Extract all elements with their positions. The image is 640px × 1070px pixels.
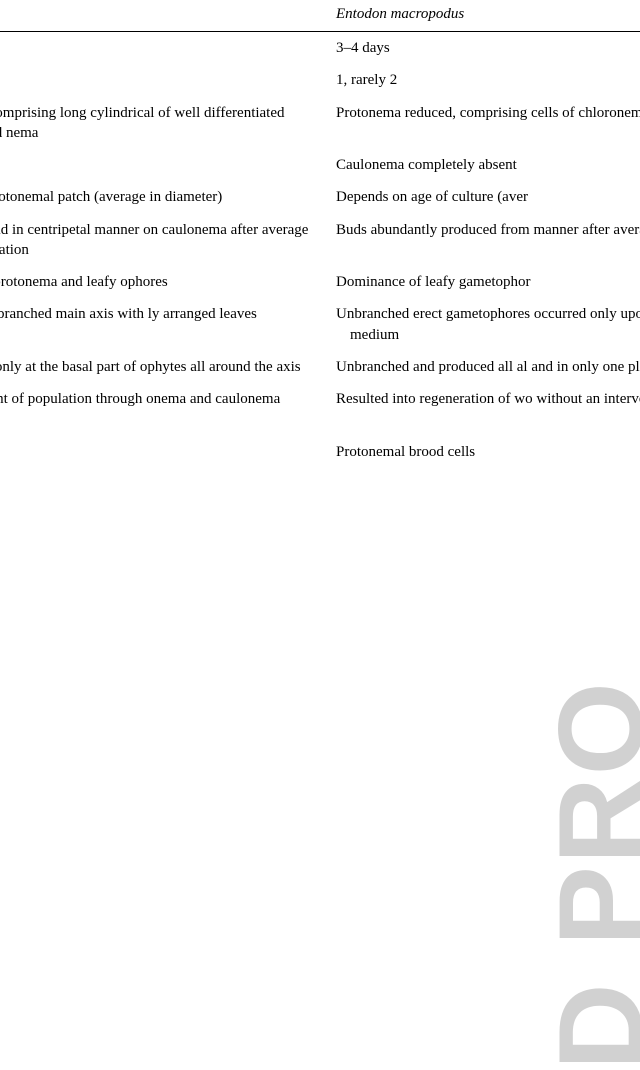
cell: Caulonema completely absent xyxy=(336,155,640,175)
table-row: in perfect rings and in centripetal mann… xyxy=(0,214,640,267)
watermark-text: D PRO xyxy=(532,680,640,1070)
cell: Unbranched erect gametophores occurred o… xyxy=(336,304,640,345)
cell: in perfect rings and in centripetal mann… xyxy=(0,220,312,261)
table-row: ve protonemata comprising long cylindric… xyxy=(0,97,640,150)
table-row: Caulonema completely absent xyxy=(0,149,640,181)
table-row: tiated as erect, unbranched main axis wi… xyxy=(0,298,640,351)
table-row: s on the size of protonemal patch (avera… xyxy=(0,181,640,213)
table-row: d into development of population through… xyxy=(0,383,640,436)
col-header-1: dichotomum xyxy=(0,0,324,32)
cell: 3–4 days xyxy=(336,38,640,58)
table-row: 1, rarely 2 xyxy=(0,64,640,96)
cell: d into development of population through… xyxy=(0,389,312,430)
cell: 1, rarely 2 xyxy=(336,70,640,90)
cell: tiated as erect, unbranched main axis wi… xyxy=(0,304,312,324)
cell: ve protonemata comprising long cylindric… xyxy=(0,103,312,144)
cell: Protonema reduced, comprising cells of c… xyxy=(336,103,640,123)
table-row: mal bulbils Protonemal brood cells xyxy=(0,436,640,468)
table-header-row: dichotomum Entodon macropodus xyxy=(0,0,640,32)
table-row: ys 3–4 days xyxy=(0,32,640,65)
cell: ed and produced only at the basal part o… xyxy=(0,357,312,377)
comparison-table: dichotomum Entodon macropodus ys 3–4 day… xyxy=(0,0,640,468)
cell: Buds abundantly produced from manner aft… xyxy=(336,220,640,240)
table-row: neous growth of protonema and leafy opho… xyxy=(0,266,640,298)
comparison-table-wrap: dichotomum Entodon macropodus ys 3–4 day… xyxy=(0,0,640,468)
cell: Unbranched and produced all al and in on… xyxy=(336,357,640,377)
table-row: ed and produced only at the basal part o… xyxy=(0,351,640,383)
cell: Protonemal brood cells xyxy=(336,442,640,462)
col-header-2: Entodon macropodus xyxy=(324,0,640,32)
cell: ys xyxy=(0,38,312,58)
cell: mal bulbils xyxy=(0,442,312,462)
cell: Depends on age of culture (aver xyxy=(336,187,640,207)
cell: Resulted into regeneration of wo without… xyxy=(336,389,640,409)
cell: neous growth of protonema and leafy opho… xyxy=(0,272,312,292)
cell: Dominance of leafy gametophor xyxy=(336,272,640,292)
table-body: ys 3–4 days 1, rarely 2 ve protonemata c… xyxy=(0,32,640,468)
cell: s on the size of protonemal patch (avera… xyxy=(0,187,312,207)
